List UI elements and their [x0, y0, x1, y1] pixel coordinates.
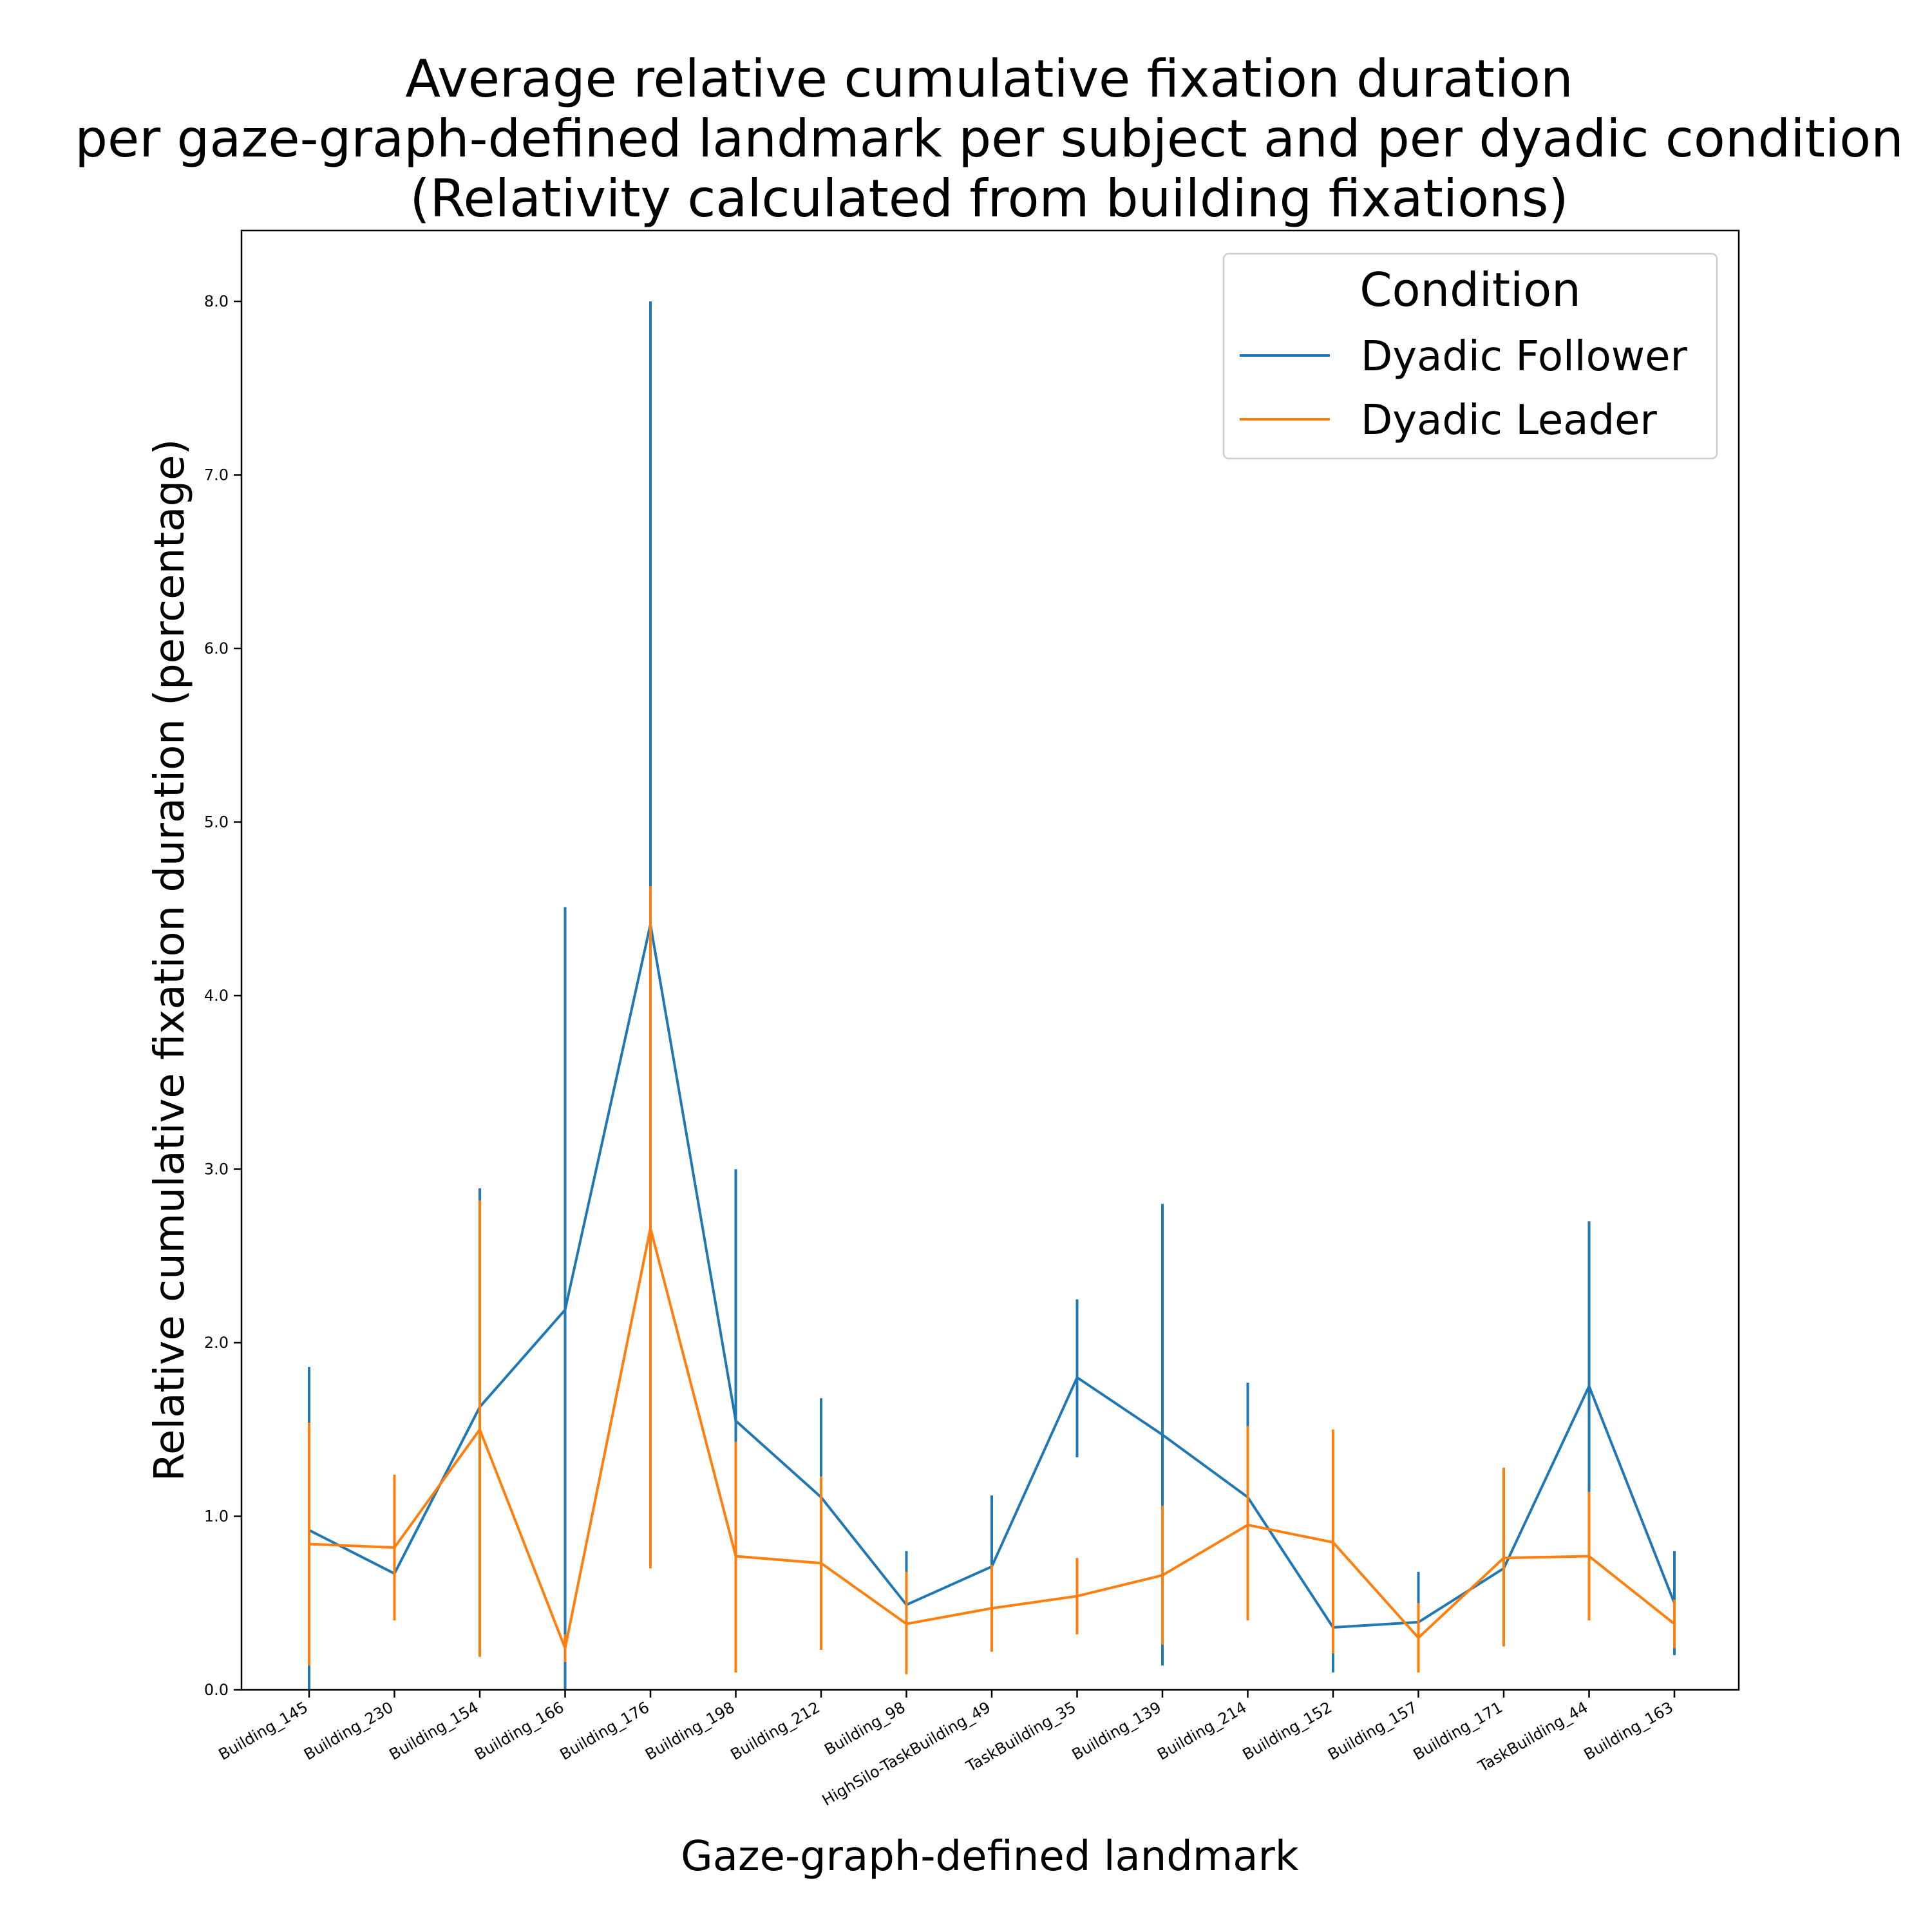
series-dyadic-leader [308, 886, 1676, 1674]
chart-title: Average relative cumulative fixation dur… [75, 49, 1904, 229]
y-tick-label: 4.0 [204, 987, 229, 1005]
x-axis-label: Gaze-graph-defined landmark [681, 1833, 1299, 1880]
legend-label-dyadic-follower: Dyadic Follower [1361, 333, 1687, 381]
plot-area [308, 301, 1676, 1690]
y-tick-label: 0.0 [204, 1681, 229, 1699]
y-tick-label: 5.0 [204, 813, 229, 831]
series-line-dyadic-leader [308, 1227, 1676, 1650]
legend: Condition Dyadic Follower Dyadic Leader [1222, 252, 1718, 460]
title-line-2: per gaze-graph-defined landmark per subj… [75, 109, 1904, 169]
axes-frame [240, 229, 1740, 1691]
title-line-3: (Relativity calculated from building fix… [410, 169, 1568, 229]
y-axis-label: Relative cumulative fixation duration (p… [146, 439, 194, 1482]
legend-label-dyadic-leader: Dyadic Leader [1361, 397, 1657, 444]
y-tick-label: 2.0 [204, 1334, 229, 1352]
legend-title: Condition [1359, 263, 1581, 317]
title-line-1: Average relative cumulative fixation dur… [405, 49, 1573, 109]
y-tick-label: 1.0 [204, 1508, 229, 1526]
y-tick-label: 6.0 [204, 639, 229, 658]
y-tick-label: 7.0 [204, 466, 229, 484]
y-axis: 0.0 1.0 2.0 3.0 4.0 5.0 6.0 7.0 8.0 [204, 292, 242, 1699]
y-tick-label: 8.0 [204, 292, 229, 310]
legend-box [1222, 252, 1718, 460]
y-tick-label: 3.0 [204, 1160, 229, 1179]
